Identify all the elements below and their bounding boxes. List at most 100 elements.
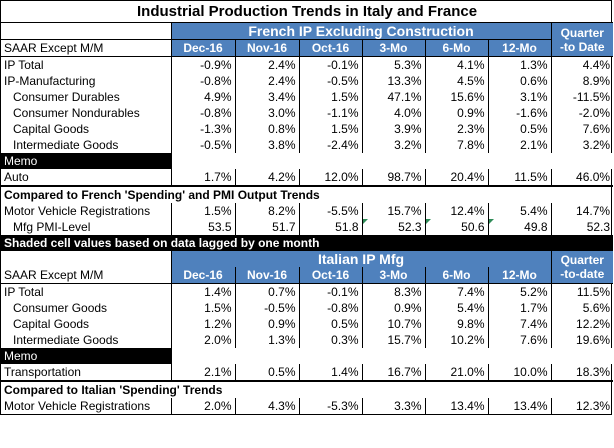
table-cell: 7.4%	[487, 316, 551, 332]
table-cell: 4.5%	[424, 73, 488, 89]
table-cell: 1.5%	[298, 121, 362, 137]
table-cell: 9.8%	[424, 316, 488, 332]
table-cell: 5.4%	[487, 203, 551, 219]
italy-col-oct16: Oct-16	[298, 267, 362, 284]
row-label: Consumer Durables	[13, 90, 120, 104]
table-cell: 11.5%	[550, 283, 614, 300]
france-band-title: French IP Excluding Construction	[170, 22, 551, 40]
table-cell: -0.5%	[170, 137, 235, 153]
table-cell: 3.3%	[361, 398, 425, 414]
table-cell: 13.3%	[361, 73, 425, 89]
table-cell: -1.6%	[487, 105, 551, 121]
table-cell: 4.2%	[234, 169, 299, 186]
row-label: Consumer Nondurables	[13, 106, 140, 120]
table-cell: 1.5%	[298, 89, 362, 105]
table-cell: 50.6	[424, 219, 488, 235]
row-label: IP-Manufacturing	[4, 74, 96, 88]
table-row: Consumer Durables 4.9% 3.4% 1.5% 47.1% 15.6% 3…	[1, 89, 614, 105]
table-cell: 2.1%	[487, 137, 551, 153]
table-cell: 2.4%	[234, 56, 299, 73]
italy-col-12mo: 12-Mo	[487, 267, 551, 284]
table-row: Transportation 2.1% 0.5% 1.4% 16.7% 21.0% 10.0…	[1, 364, 614, 381]
table-cell: 7.6%	[550, 121, 614, 137]
table-cell: 1.2%	[170, 316, 235, 332]
table-cell: 2.0%	[170, 332, 235, 348]
table-cell: 51.7	[234, 219, 299, 235]
table-cell: 5.2%	[487, 283, 551, 300]
italy-memo-label: Memo	[1, 348, 171, 364]
table-cell: 53.5	[170, 219, 235, 235]
table-cell: 0.8%	[234, 121, 299, 137]
table-cell: 7.6%	[487, 332, 551, 348]
france-col-6mo: 6-Mo	[424, 39, 488, 57]
table-cell: 5.6%	[550, 300, 614, 316]
table-cell: 12.4%	[424, 203, 488, 219]
table-cell: 7.4%	[424, 283, 488, 300]
table-cell: 19.6%	[550, 332, 614, 348]
table-cell: 1.4%	[170, 283, 235, 300]
row-label: IP Total	[1, 283, 171, 300]
italy-col-nov16: Nov-16	[234, 267, 299, 284]
table-cell: 0.5%	[298, 316, 362, 332]
table-cell: 4.0%	[361, 105, 425, 121]
italy-col-3mo: 3-Mo	[361, 267, 425, 284]
table-cell: 8.3%	[361, 283, 425, 300]
table-cell: 0.5%	[487, 121, 551, 137]
row-label: Intermediate Goods	[13, 333, 119, 347]
table-cell: 52.3	[550, 219, 614, 235]
table-cell: 0.7%	[234, 283, 299, 300]
table-cell: -2.4%	[298, 137, 362, 153]
row-label: Motor Vehicle Registrations	[4, 204, 151, 218]
row-label: Intermediate Goods	[13, 138, 119, 152]
table-cell: 3.8%	[234, 137, 299, 153]
page-title: Industrial Production Trends in Italy an…	[1, 1, 614, 23]
row-label: IP Total	[1, 56, 171, 73]
table-cell: 4.4%	[550, 56, 614, 73]
table-row: Consumer Goods 1.5% -0.5% -0.8% 0.9% 5.4% 1.7%…	[1, 300, 614, 316]
table-cell: 1.5%	[170, 203, 235, 219]
table-cell: -0.1%	[298, 56, 362, 73]
table-cell: 15.6%	[424, 89, 488, 105]
table-cell: 47.1%	[361, 89, 425, 105]
table-cell: 3.2%	[361, 137, 425, 153]
table-cell: 2.0%	[170, 398, 235, 414]
table-cell: 5.4%	[424, 300, 488, 316]
table-cell: -0.8%	[170, 105, 235, 121]
table-cell: -5.5%	[298, 203, 362, 219]
table-cell: 3.0%	[234, 105, 299, 121]
italy-row-header: SAAR Except M/M	[4, 268, 104, 282]
france-col-nov16: Nov-16	[234, 39, 299, 57]
table-cell: 12.2%	[550, 316, 614, 332]
table-cell: -1.1%	[298, 105, 362, 121]
table-cell: 3.2%	[550, 137, 614, 153]
table-cell: 0.3%	[298, 332, 362, 348]
table-cell: 98.7%	[361, 169, 425, 186]
france-col-3mo: 3-Mo	[361, 39, 425, 57]
table-row: IP Total 1.4% 0.7% -0.1% 8.3% 7.4% 5.2% 11.5%	[1, 283, 614, 300]
table-cell: 14.7%	[550, 203, 614, 219]
row-label: Capital Goods	[13, 317, 90, 331]
table-row: IP Total -0.9% 2.4% -0.1% 5.3% 4.1% 1.3% 4.4%	[1, 56, 614, 73]
table-row: Mfg PMI-Level 53.5 51.7 51.8 52.3 50.6 49.8 52.…	[1, 219, 614, 235]
ip-trends-table: Industrial Production Trends in Italy an…	[0, 0, 614, 415]
table-cell: 52.3	[361, 219, 425, 235]
table-row: Intermediate Goods -0.5% 3.8% -2.4% 3.2% 7.8%…	[1, 137, 614, 153]
table-cell: 8.2%	[234, 203, 299, 219]
table-cell: 4.3%	[234, 398, 299, 414]
row-label: Capital Goods	[13, 122, 90, 136]
table-cell: 2.1%	[170, 364, 235, 381]
table-cell: 0.6%	[487, 73, 551, 89]
table-cell: 0.9%	[361, 300, 425, 316]
table-cell: -2.0%	[550, 105, 614, 121]
france-col-12mo: 12-Mo	[487, 39, 551, 57]
italy-quarter-header: Quarter -to-date	[550, 251, 614, 284]
shaded-note: Shaded cell values based on data lagged …	[1, 235, 614, 251]
table-cell: -11.5%	[550, 89, 614, 105]
table-cell: 13.4%	[487, 398, 551, 414]
italy-band-title: Italian IP Mfg	[170, 251, 551, 267]
france-quarter-header: Quarter -to Date	[550, 22, 614, 57]
table-cell: 10.0%	[487, 364, 551, 381]
table-row: Motor Vehicle Registrations 2.0% 4.3% -5.3%…	[1, 398, 614, 414]
table-cell: -1.3%	[170, 121, 235, 137]
table-cell: 0.9%	[234, 316, 299, 332]
